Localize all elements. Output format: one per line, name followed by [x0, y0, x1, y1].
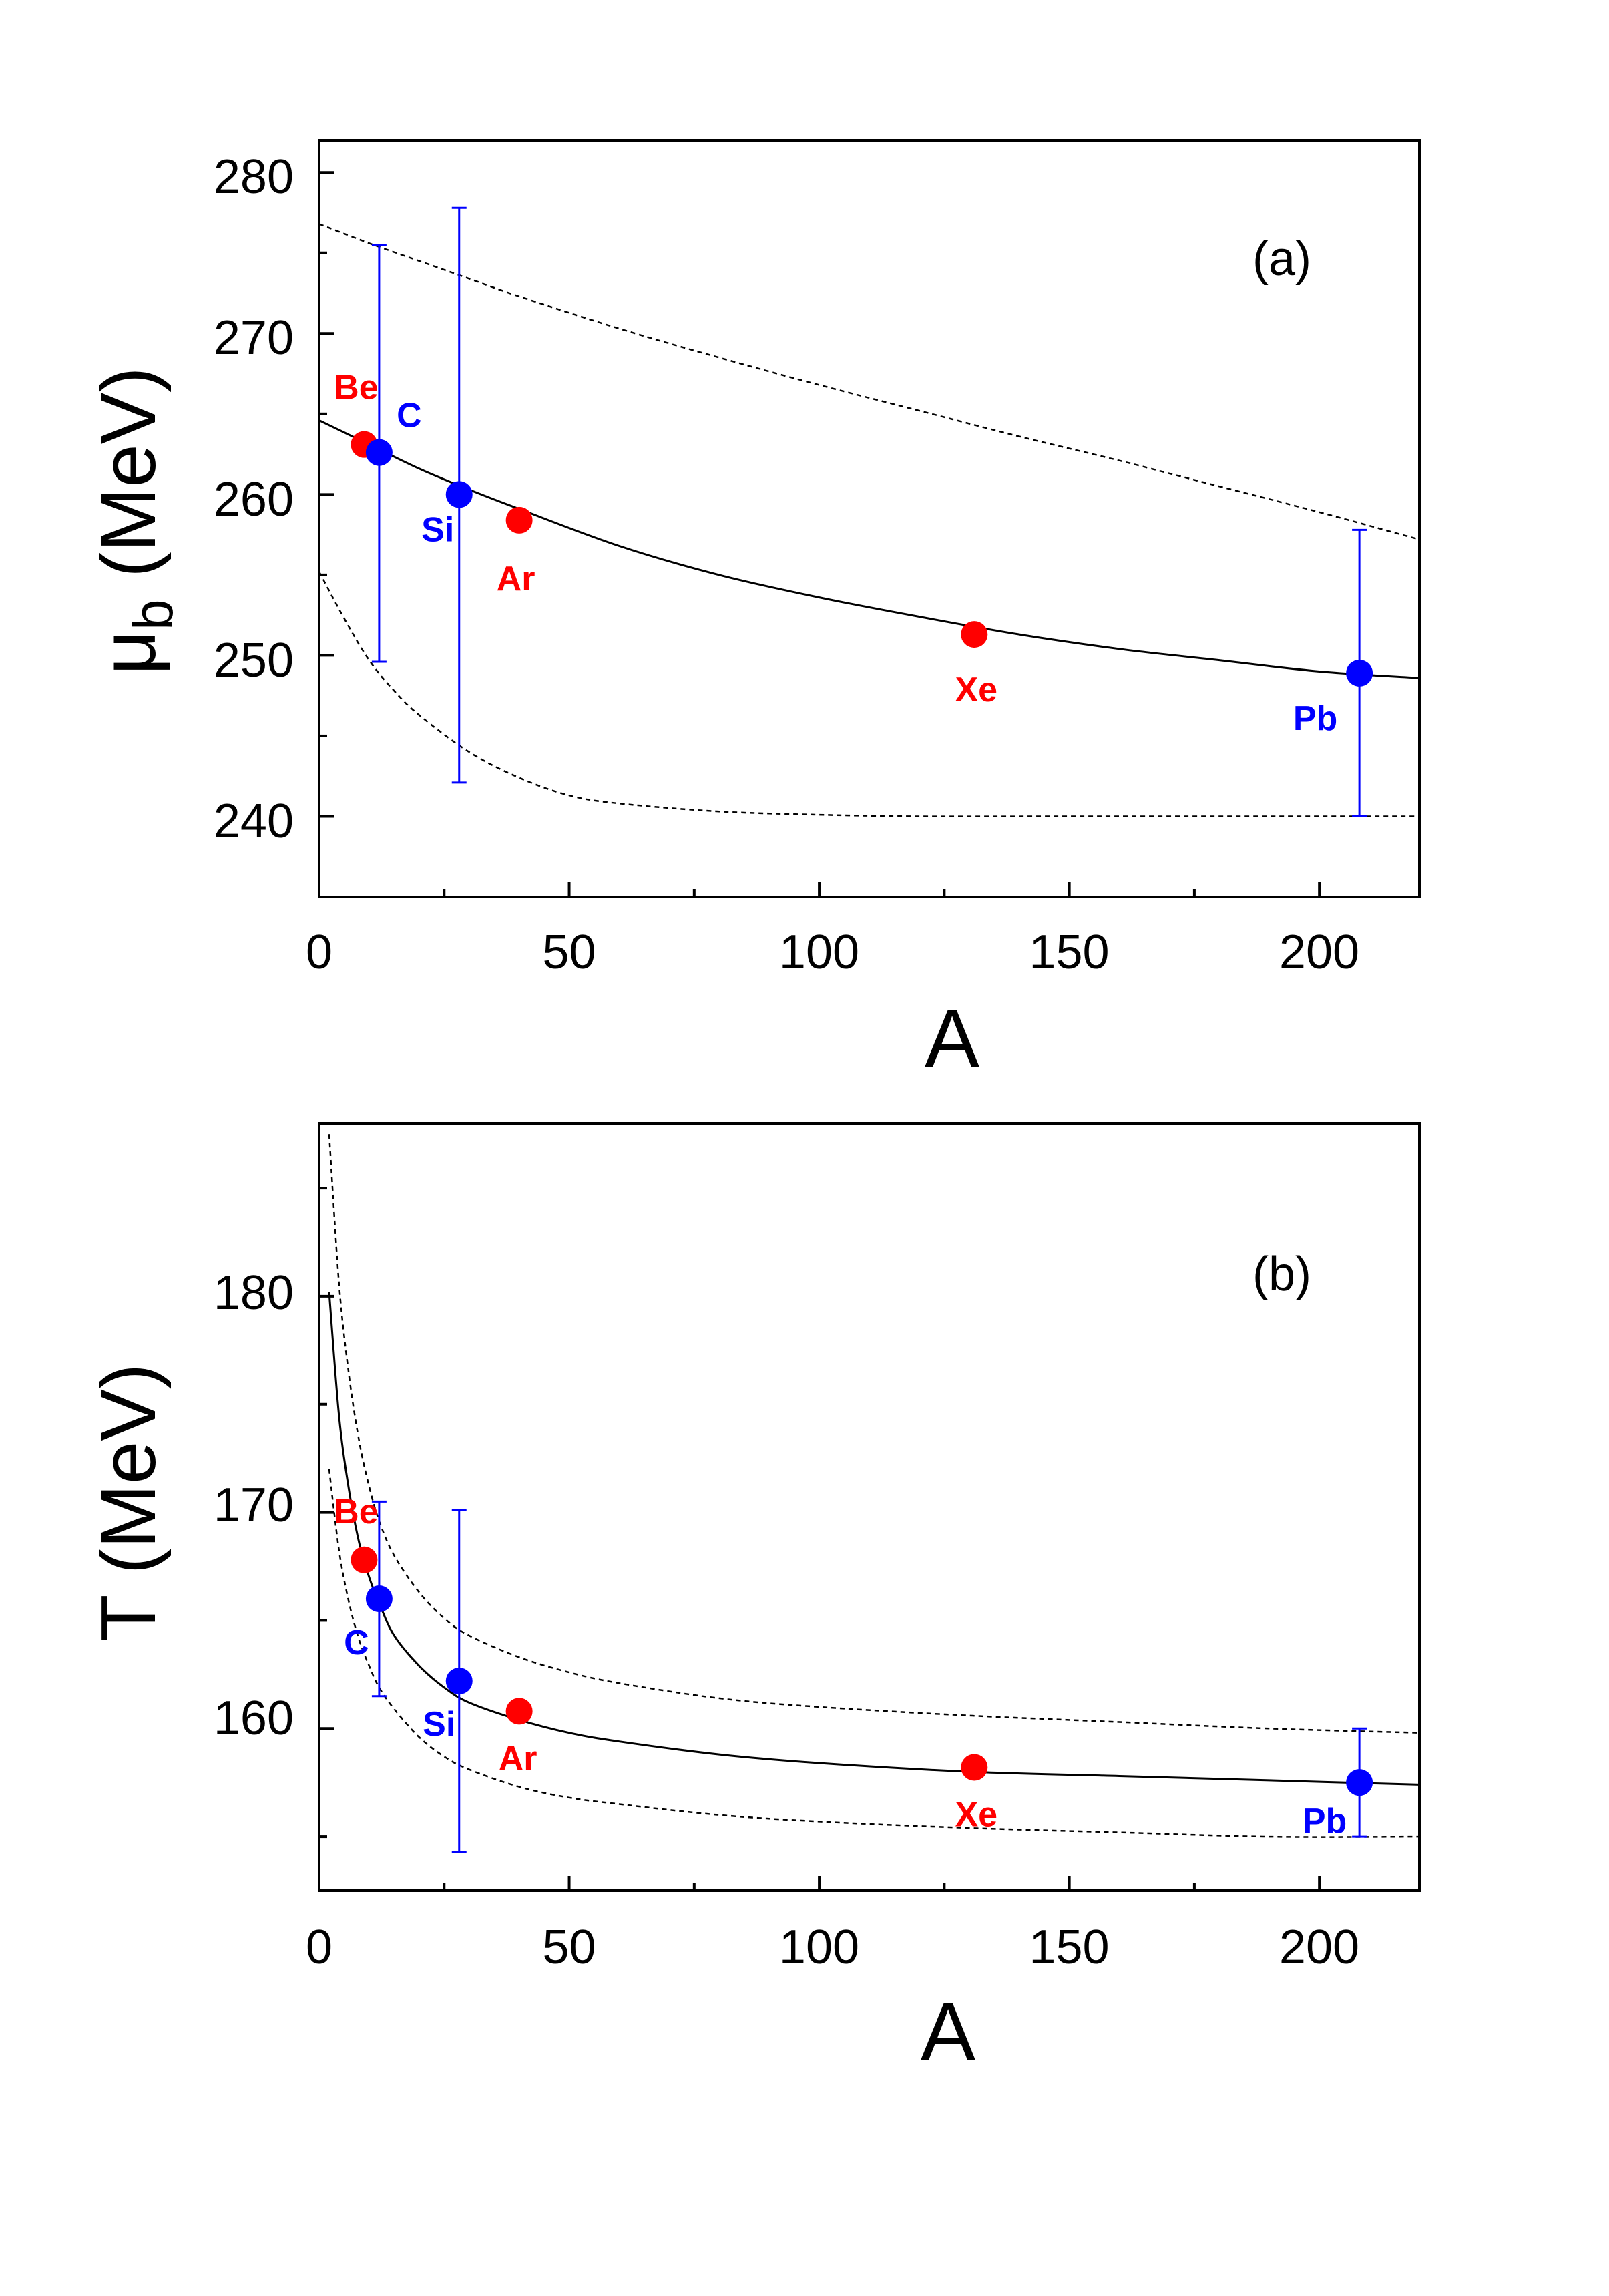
panel-a-curves	[318, 223, 1420, 817]
panel-a-ylabel: μb (MeV)	[85, 367, 184, 675]
point-label-si: Si	[423, 1705, 455, 1744]
lower-bound-curve	[318, 571, 1419, 817]
panel-a-ytick-label: 280	[214, 150, 294, 204]
panel-a-frame	[318, 139, 1421, 898]
data-point-pb	[1346, 659, 1373, 687]
panel-b-curves	[328, 1134, 1420, 1838]
panel-b-ytick-label: 170	[214, 1479, 294, 1532]
panel-b-xtick-label: 0	[306, 1921, 332, 1974]
panel-a-xlabel: A	[925, 993, 980, 1085]
point-label-xe: Xe	[955, 671, 998, 709]
panel-a-ytick-label: 260	[214, 473, 294, 526]
panel-b-xtick-label: 200	[1279, 1921, 1359, 1974]
data-point-c	[365, 1585, 393, 1613]
panel-b: Be C Si Ar Xe Pb (b) 0 50 100 150 200 160 170…	[85, 1122, 1421, 2078]
panel-a-ytick-label: 270	[214, 311, 294, 365]
point-label-pb: Pb	[1303, 1802, 1347, 1841]
data-point-c	[365, 439, 393, 466]
panel-a-ytick-label: 250	[214, 634, 294, 687]
point-label-c: C	[344, 1623, 369, 1662]
panel-b-ticks	[318, 1187, 1321, 1891]
panel-b-xtick-label: 100	[779, 1921, 859, 1974]
point-label-pb: Pb	[1293, 699, 1337, 738]
data-point-xe	[961, 1754, 988, 1781]
point-label-be: Be	[334, 1493, 378, 1531]
point-label-si: Si	[421, 510, 454, 549]
panel-b-points: Be C Si Ar Xe Pb	[334, 1493, 1373, 1853]
data-point-ar	[505, 506, 533, 534]
point-label-c: C	[397, 397, 422, 435]
panel-a-xtick-label: 150	[1029, 926, 1109, 979]
panel-b-tag: (b)	[1252, 1248, 1311, 1301]
lower-bound-curve	[328, 1469, 1420, 1838]
upper-bound-curve	[318, 223, 1420, 541]
panel-b-ytick-label: 180	[214, 1266, 294, 1320]
panel-a-ticks	[318, 171, 1321, 898]
data-point-ar	[505, 1698, 533, 1725]
panel-a-xtick-label: 0	[306, 926, 332, 979]
fit-curve	[318, 419, 1420, 679]
panel-b-frame	[318, 1122, 1421, 1892]
panel-a-tag: (a)	[1252, 232, 1311, 286]
point-label-xe: Xe	[955, 1796, 998, 1835]
panel-a-xtick-label: 100	[779, 926, 859, 979]
data-point-pb	[1346, 1769, 1373, 1796]
panel-a-xtick-label: 200	[1279, 926, 1359, 979]
panel-b-xlabel: A	[921, 1986, 976, 2078]
point-label-be: Be	[334, 369, 378, 407]
fit-curve	[328, 1292, 1420, 1786]
panel-a-points: Be C Si Ar Xe Pb	[334, 206, 1373, 817]
point-label-ar: Ar	[499, 1739, 537, 1778]
point-label-ar: Ar	[497, 560, 535, 598]
panel-a-xtick-label: 50	[542, 926, 596, 979]
panel-a: Be C Si Ar Xe Pb (a) 0 50 100 150 200 240 250…	[85, 139, 1421, 1085]
data-point-xe	[961, 621, 988, 648]
panel-b-xtick-label: 150	[1029, 1921, 1109, 1974]
panel-b-xtick-label: 50	[542, 1921, 596, 1974]
upper-bound-curve	[328, 1134, 1420, 1734]
data-point-si	[445, 1668, 473, 1695]
panel-a-ytick-label: 240	[214, 795, 294, 848]
panel-b-ylabel: T (MeV)	[85, 1364, 172, 1642]
data-point-si	[445, 481, 473, 508]
panel-b-ytick-label: 160	[214, 1692, 294, 1745]
data-point-be	[351, 1546, 378, 1573]
